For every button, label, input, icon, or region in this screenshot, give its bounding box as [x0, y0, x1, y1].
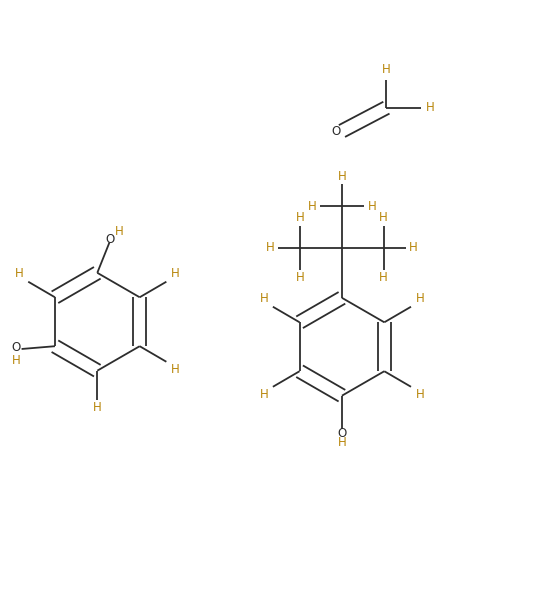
Text: H: H — [307, 199, 316, 213]
Text: H: H — [379, 271, 388, 285]
Text: O: O — [337, 427, 346, 440]
Text: H: H — [379, 211, 388, 224]
Text: H: H — [93, 401, 102, 414]
Text: H: H — [337, 170, 346, 183]
Text: H: H — [296, 211, 305, 224]
Text: H: H — [171, 267, 180, 280]
Text: H: H — [260, 388, 269, 401]
Text: H: H — [115, 225, 124, 238]
Text: O: O — [332, 125, 341, 138]
Text: H: H — [382, 63, 391, 76]
Text: O: O — [105, 233, 114, 246]
Text: H: H — [337, 437, 346, 449]
Text: H: H — [415, 388, 424, 401]
Text: H: H — [15, 267, 24, 280]
Text: H: H — [171, 363, 180, 376]
Text: H: H — [426, 101, 435, 114]
Text: H: H — [368, 199, 376, 213]
Text: H: H — [409, 241, 418, 255]
Text: H: H — [296, 271, 305, 285]
Text: O: O — [11, 341, 21, 354]
Text: H: H — [260, 292, 269, 305]
Text: H: H — [415, 292, 424, 305]
Text: H: H — [266, 241, 275, 255]
Text: H: H — [12, 353, 21, 367]
